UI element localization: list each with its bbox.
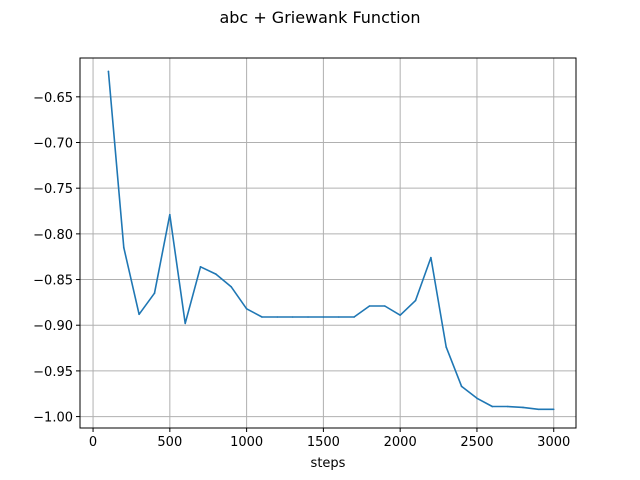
data-point: [476, 397, 478, 400]
y-tick-label: −0.70: [33, 137, 73, 152]
y-tick-label: −0.65: [33, 91, 73, 106]
data-point: [138, 313, 140, 316]
data-point: [153, 292, 156, 295]
x-axis-label: steps: [311, 456, 346, 471]
data-point: [399, 314, 401, 316]
series-layer: [107, 70, 555, 411]
y-tick-label: −0.90: [33, 319, 73, 334]
data-point: [353, 316, 355, 318]
data-point: [552, 408, 555, 411]
data-point: [245, 307, 248, 310]
y-tick-label: −0.85: [33, 274, 73, 289]
data-point: [522, 406, 524, 409]
y-tick-label: −0.80: [33, 228, 73, 243]
data-point: [184, 322, 186, 325]
data-point: [337, 316, 340, 318]
x-tick-label: 2000: [384, 435, 417, 450]
data-point: [122, 246, 125, 249]
chart-title: abc + Griewank Function: [219, 8, 420, 27]
data-point: [215, 273, 217, 275]
data-point: [430, 256, 432, 259]
series-line: [107, 71, 554, 411]
x-tick-label: 0: [89, 435, 97, 450]
data-point: [506, 405, 509, 408]
x-tick-label: 500: [157, 435, 182, 450]
data-point: [230, 286, 233, 288]
x-tick-label: 3000: [537, 435, 570, 450]
data-point: [537, 408, 540, 411]
data-point: [307, 316, 309, 318]
x-tick-label: 1500: [307, 435, 340, 450]
y-tick-label: −1.00: [33, 411, 73, 426]
data-point: [107, 70, 110, 73]
y-tick-label: −0.75: [33, 182, 73, 197]
data-point: [276, 316, 279, 318]
data-point: [414, 299, 417, 302]
data-point: [199, 265, 202, 268]
axis-ticks: 0 500 1000 1500 2000 2500 3000 −1.00 −0.95 −0.90 −…: [33, 91, 570, 450]
grid-lines: [80, 58, 576, 428]
x-tick-label: 2500: [460, 435, 493, 450]
data-point: [384, 305, 386, 307]
data-point: [169, 213, 171, 216]
plot-frame: [79, 57, 577, 429]
data-point: [368, 305, 371, 307]
data-point: [445, 346, 448, 348]
data-point: [261, 316, 263, 318]
y-tick-label: −0.95: [33, 365, 73, 380]
x-tick-label: 1000: [230, 435, 263, 450]
data-point: [322, 316, 325, 318]
data-point: [291, 316, 294, 318]
data-point: [460, 385, 463, 388]
data-point: [491, 405, 494, 408]
